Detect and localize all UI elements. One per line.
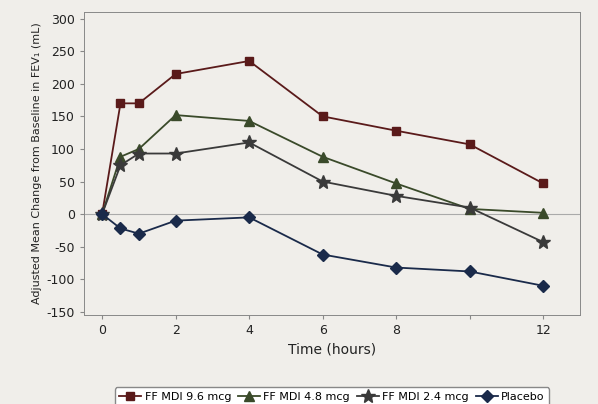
FF MDI 2.4 mcg [135, 151, 142, 156]
FF MDI 9.6 mcg [172, 72, 179, 76]
Line: Placebo: Placebo [98, 210, 547, 290]
Legend: FF MDI 9.6 mcg, FF MDI 4.8 mcg, FF MDI 2.4 mcg, Placebo: FF MDI 9.6 mcg, FF MDI 4.8 mcg, FF MDI 2… [115, 387, 549, 404]
X-axis label: Time (hours): Time (hours) [288, 343, 376, 357]
FF MDI 4.8 mcg [319, 154, 327, 159]
FF MDI 9.6 mcg [466, 142, 474, 147]
Placebo [117, 226, 124, 231]
FF MDI 4.8 mcg [540, 210, 547, 215]
FF MDI 4.8 mcg [135, 147, 142, 152]
Placebo [135, 231, 142, 236]
Placebo [246, 215, 253, 220]
FF MDI 4.8 mcg [393, 181, 400, 186]
Placebo [172, 218, 179, 223]
FF MDI 2.4 mcg [466, 205, 474, 210]
FF MDI 9.6 mcg [135, 101, 142, 106]
FF MDI 9.6 mcg [99, 212, 106, 217]
FF MDI 2.4 mcg [393, 194, 400, 198]
Placebo [99, 212, 106, 217]
FF MDI 4.8 mcg [172, 113, 179, 118]
FF MDI 4.8 mcg [99, 212, 106, 217]
Line: FF MDI 2.4 mcg: FF MDI 2.4 mcg [95, 135, 550, 249]
FF MDI 9.6 mcg [117, 101, 124, 106]
FF MDI 2.4 mcg [319, 179, 327, 184]
Placebo [540, 283, 547, 288]
FF MDI 2.4 mcg [172, 151, 179, 156]
Line: FF MDI 9.6 mcg: FF MDI 9.6 mcg [98, 57, 547, 218]
FF MDI 4.8 mcg [246, 118, 253, 123]
FF MDI 2.4 mcg [246, 140, 253, 145]
FF MDI 4.8 mcg [466, 206, 474, 211]
FF MDI 2.4 mcg [99, 212, 106, 217]
FF MDI 9.6 mcg [246, 59, 253, 63]
Placebo [319, 252, 327, 257]
FF MDI 9.6 mcg [319, 114, 327, 119]
FF MDI 9.6 mcg [393, 128, 400, 133]
Y-axis label: Adjusted Mean Change from Baseline in FEV₁ (mL): Adjusted Mean Change from Baseline in FE… [32, 23, 42, 305]
Line: FF MDI 4.8 mcg: FF MDI 4.8 mcg [97, 110, 548, 219]
FF MDI 9.6 mcg [540, 181, 547, 186]
FF MDI 4.8 mcg [117, 154, 124, 159]
Placebo [393, 265, 400, 270]
FF MDI 2.4 mcg [117, 163, 124, 168]
Placebo [466, 269, 474, 274]
FF MDI 2.4 mcg [540, 240, 547, 244]
